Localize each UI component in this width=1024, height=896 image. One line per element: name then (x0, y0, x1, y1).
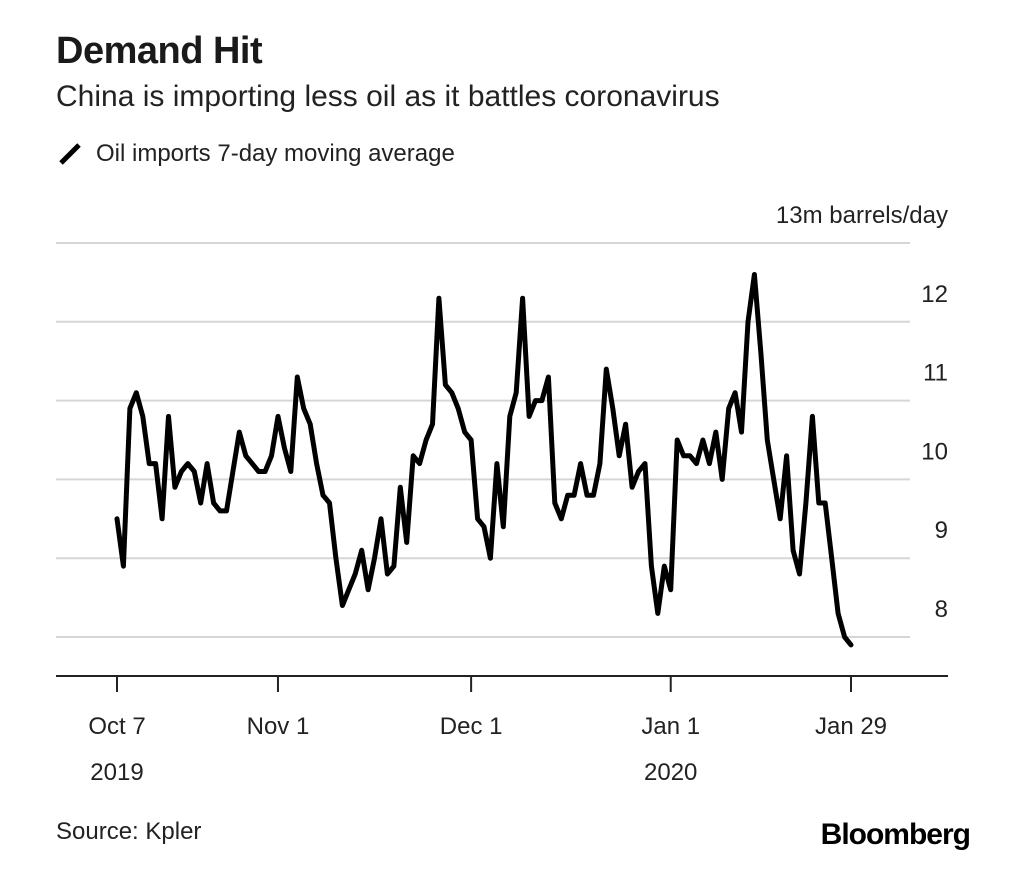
y-tick-label: 8 (935, 596, 948, 623)
x-tick-year-label: 2020 (644, 759, 697, 786)
line-swatch-icon (59, 143, 81, 165)
y-tick-label: 11 (923, 360, 948, 387)
series-group (114, 272, 854, 648)
gridlines (56, 242, 910, 638)
y-tick-label: 10 (921, 438, 948, 465)
y-tick-label: 9 (935, 517, 948, 544)
x-tick-year-label: 2019 (90, 759, 143, 786)
bloomberg-logo: Bloomberg (820, 818, 971, 851)
x-tick-label: Jan 1 (641, 713, 700, 740)
series-line-oil-imports (114, 272, 854, 648)
x-tick-label: Oct 7 (88, 713, 145, 740)
x-tick-label: Jan 29 (815, 713, 887, 740)
x-axis: Oct 7 2019 Nov 1 Dec 1 Jan 1 2020 Jan 29 (56, 675, 948, 786)
legend: Oil imports 7-day moving average (58, 140, 455, 168)
line-chart: 13m barrels/day 12 11 10 9 8 Oct 7 2019 Nov 1 De… (56, 202, 948, 786)
legend-label: Oil imports 7-day moving average (96, 140, 455, 167)
chart-title: Demand Hit (56, 30, 263, 72)
source-note: Source: Kpler (56, 818, 202, 845)
x-tick-label: Dec 1 (440, 713, 503, 740)
x-tick-label: Nov 1 (247, 713, 310, 740)
y-axis-ticks: 13m barrels/day 12 11 10 9 8 (776, 202, 948, 623)
chart-subtitle: China is importing less oil as it battle… (56, 80, 720, 113)
y-tick-label: 12 (921, 281, 948, 308)
y-tick-label: 13m barrels/day (776, 202, 948, 229)
